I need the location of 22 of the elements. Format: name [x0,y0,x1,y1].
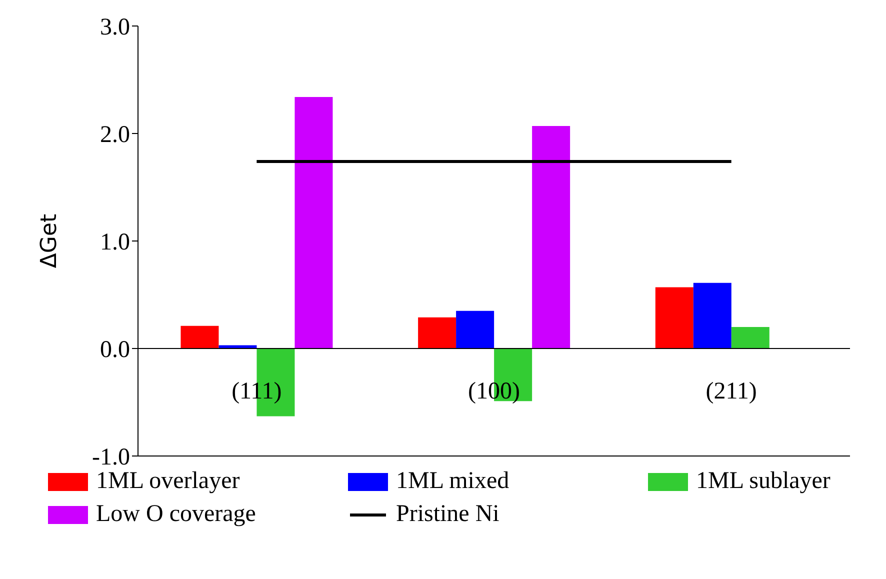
bar [532,126,570,348]
legend-label: 1ML mixed [396,468,510,495]
legend-label: 1ML sublayer [696,468,830,495]
bar [693,282,732,348]
y-tick-label: 0.0 [100,337,130,364]
legend-label: Pristine Ni [396,501,500,528]
y-tick-label: 3.0 [100,14,130,41]
y-tick-label: 1.0 [100,230,130,256]
y-axis-title: ΔGet [36,214,62,268]
x-tick-label: (111) [232,378,282,404]
bar [655,287,694,348]
bar [180,326,219,348]
bar [456,310,494,348]
legend-label: Low O coverage [96,501,256,528]
bar [731,327,770,348]
bar [294,96,333,348]
x-tick-label: (100) [468,378,520,404]
y-tick-label: 2.0 [100,122,130,148]
bar [418,317,456,348]
legend-label: 1ML overlayer [96,468,240,495]
y-tick-label: -1.0 [92,444,130,471]
x-tick-label: (211) [706,378,757,404]
